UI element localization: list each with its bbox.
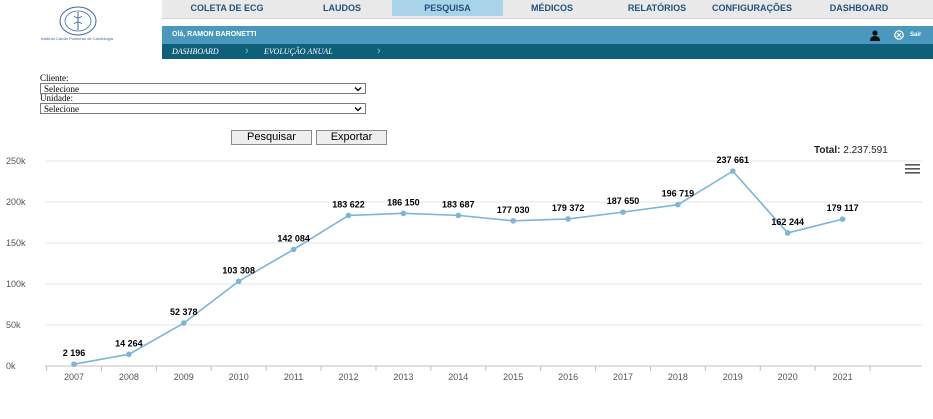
x-tick-label: 2010 bbox=[229, 372, 249, 382]
logo-area: Instituto Cardio Pulmonar de Cardiologia bbox=[0, 0, 162, 59]
nav-pesquisa[interactable]: PESQUISA bbox=[392, 0, 503, 16]
user-greeting: Olá, RAMON BARONETTI bbox=[172, 31, 257, 38]
unidade-select[interactable]: Selecione bbox=[40, 103, 366, 114]
data-point bbox=[565, 216, 571, 222]
chevron-down-icon bbox=[354, 87, 362, 92]
user-icon[interactable] bbox=[870, 30, 880, 41]
annual-evolution-chart: 0k 50k 100k 150k 200k 250k 2007 2008 2009 2010 201… bbox=[6, 155, 922, 382]
cliente-label: Cliente: bbox=[40, 73, 69, 83]
data-point bbox=[784, 230, 791, 236]
breadcrumb: DASHBOARD › EVOLUÇÃO ANUAL › bbox=[162, 44, 933, 59]
chevron-down-icon bbox=[354, 107, 362, 112]
x-tick-label: 2012 bbox=[338, 372, 358, 382]
data-label: 142 084 bbox=[277, 233, 310, 243]
y-tick-label: 250k bbox=[6, 156, 26, 166]
data-point bbox=[400, 210, 407, 217]
nav-relatorios[interactable]: RELATÓRIOS bbox=[627, 3, 687, 13]
data-point bbox=[620, 209, 626, 215]
cliente-select-value: Selecione bbox=[44, 84, 79, 94]
x-tick-label: 2018 bbox=[668, 372, 688, 382]
x-tick-label: 2014 bbox=[448, 372, 468, 382]
chart-menu-icon[interactable] bbox=[905, 164, 920, 174]
total-value: 2.237.591 bbox=[843, 145, 888, 156]
y-tick-label: 200k bbox=[6, 197, 26, 207]
data-label: 196 719 bbox=[662, 189, 695, 199]
data-point bbox=[730, 168, 736, 174]
x-tick-label: 2007 bbox=[64, 372, 84, 382]
cliente-select[interactable]: Selecione bbox=[40, 83, 366, 94]
data-label: 183 687 bbox=[442, 199, 475, 209]
nav-dashboard[interactable]: DASHBOARD bbox=[829, 3, 889, 13]
unidade-select-value: Selecione bbox=[44, 104, 79, 114]
data-label: 186 150 bbox=[387, 197, 420, 207]
y-tick-label: 100k bbox=[6, 279, 26, 289]
data-point bbox=[181, 320, 187, 326]
nav-configuracoes[interactable]: CONFIGURAÇÕES bbox=[711, 3, 792, 13]
data-label: 187 650 bbox=[607, 196, 640, 206]
nav-medicos[interactable]: MÉDICOS bbox=[530, 3, 573, 13]
data-label: 183 622 bbox=[332, 199, 365, 209]
x-tick-label: 2019 bbox=[723, 372, 743, 382]
data-label: 14 264 bbox=[115, 338, 143, 348]
data-label: 162 244 bbox=[771, 217, 804, 227]
nav-coleta-ecg[interactable]: COLETA DE ECG bbox=[190, 3, 264, 13]
data-point bbox=[235, 278, 242, 285]
total-count: Total: 2.237.591 bbox=[814, 145, 888, 156]
data-label: 2 196 bbox=[63, 348, 86, 358]
x-tick-label: 2016 bbox=[558, 372, 578, 382]
nav-laudos[interactable]: LAUDOS bbox=[323, 3, 361, 13]
logo-emblem-icon bbox=[59, 6, 97, 36]
search-button[interactable]: Pesquisar bbox=[231, 130, 312, 145]
data-label: 237 661 bbox=[717, 155, 750, 165]
data-point bbox=[71, 361, 77, 367]
unidade-label: Unidade: bbox=[40, 93, 73, 103]
data-point bbox=[839, 216, 846, 222]
y-tick-label: 0k bbox=[6, 361, 16, 371]
y-tick-label: 50k bbox=[6, 320, 21, 330]
data-label: 179 372 bbox=[552, 203, 585, 213]
breadcrumb-separator-icon: › bbox=[245, 45, 249, 57]
breadcrumb-dashboard[interactable]: DASHBOARD bbox=[172, 47, 219, 56]
logout-label[interactable]: Sair bbox=[910, 32, 922, 38]
data-point bbox=[345, 212, 352, 219]
data-label: 103 308 bbox=[222, 265, 255, 275]
logout-icon[interactable] bbox=[894, 30, 904, 40]
data-label: 52 378 bbox=[170, 307, 198, 317]
data-point bbox=[455, 212, 462, 219]
x-tick-label: 2008 bbox=[119, 372, 139, 382]
data-point bbox=[675, 201, 681, 208]
logo-text: Instituto Cardio Pulmonar de Cardiologia bbox=[40, 36, 114, 41]
data-point bbox=[290, 246, 297, 253]
x-tick-label: 2017 bbox=[613, 372, 633, 382]
data-point bbox=[510, 218, 516, 224]
export-button[interactable]: Exportar bbox=[316, 130, 387, 145]
user-bar: Olá, RAMON BARONETTI Sair bbox=[162, 26, 933, 44]
x-tick-label: 2013 bbox=[393, 372, 413, 382]
data-label: 177 030 bbox=[497, 205, 530, 215]
top-navigation: COLETA DE ECG LAUDOS PESQUISA MÉDICOS RE… bbox=[162, 0, 933, 19]
x-tick-label: 2015 bbox=[503, 372, 523, 382]
x-tick-label: 2009 bbox=[174, 372, 194, 382]
x-tick-label: 2021 bbox=[833, 372, 853, 382]
breadcrumb-separator-icon: › bbox=[377, 45, 381, 57]
total-label: Total: bbox=[814, 145, 841, 156]
breadcrumb-evolucao-anual[interactable]: EVOLUÇÃO ANUAL bbox=[264, 47, 333, 56]
y-tick-label: 150k bbox=[6, 238, 26, 248]
data-label: 179 117 bbox=[827, 203, 859, 213]
x-tick-label: 2011 bbox=[284, 372, 303, 382]
data-point bbox=[126, 351, 132, 358]
x-tick-label: 2020 bbox=[778, 372, 798, 382]
